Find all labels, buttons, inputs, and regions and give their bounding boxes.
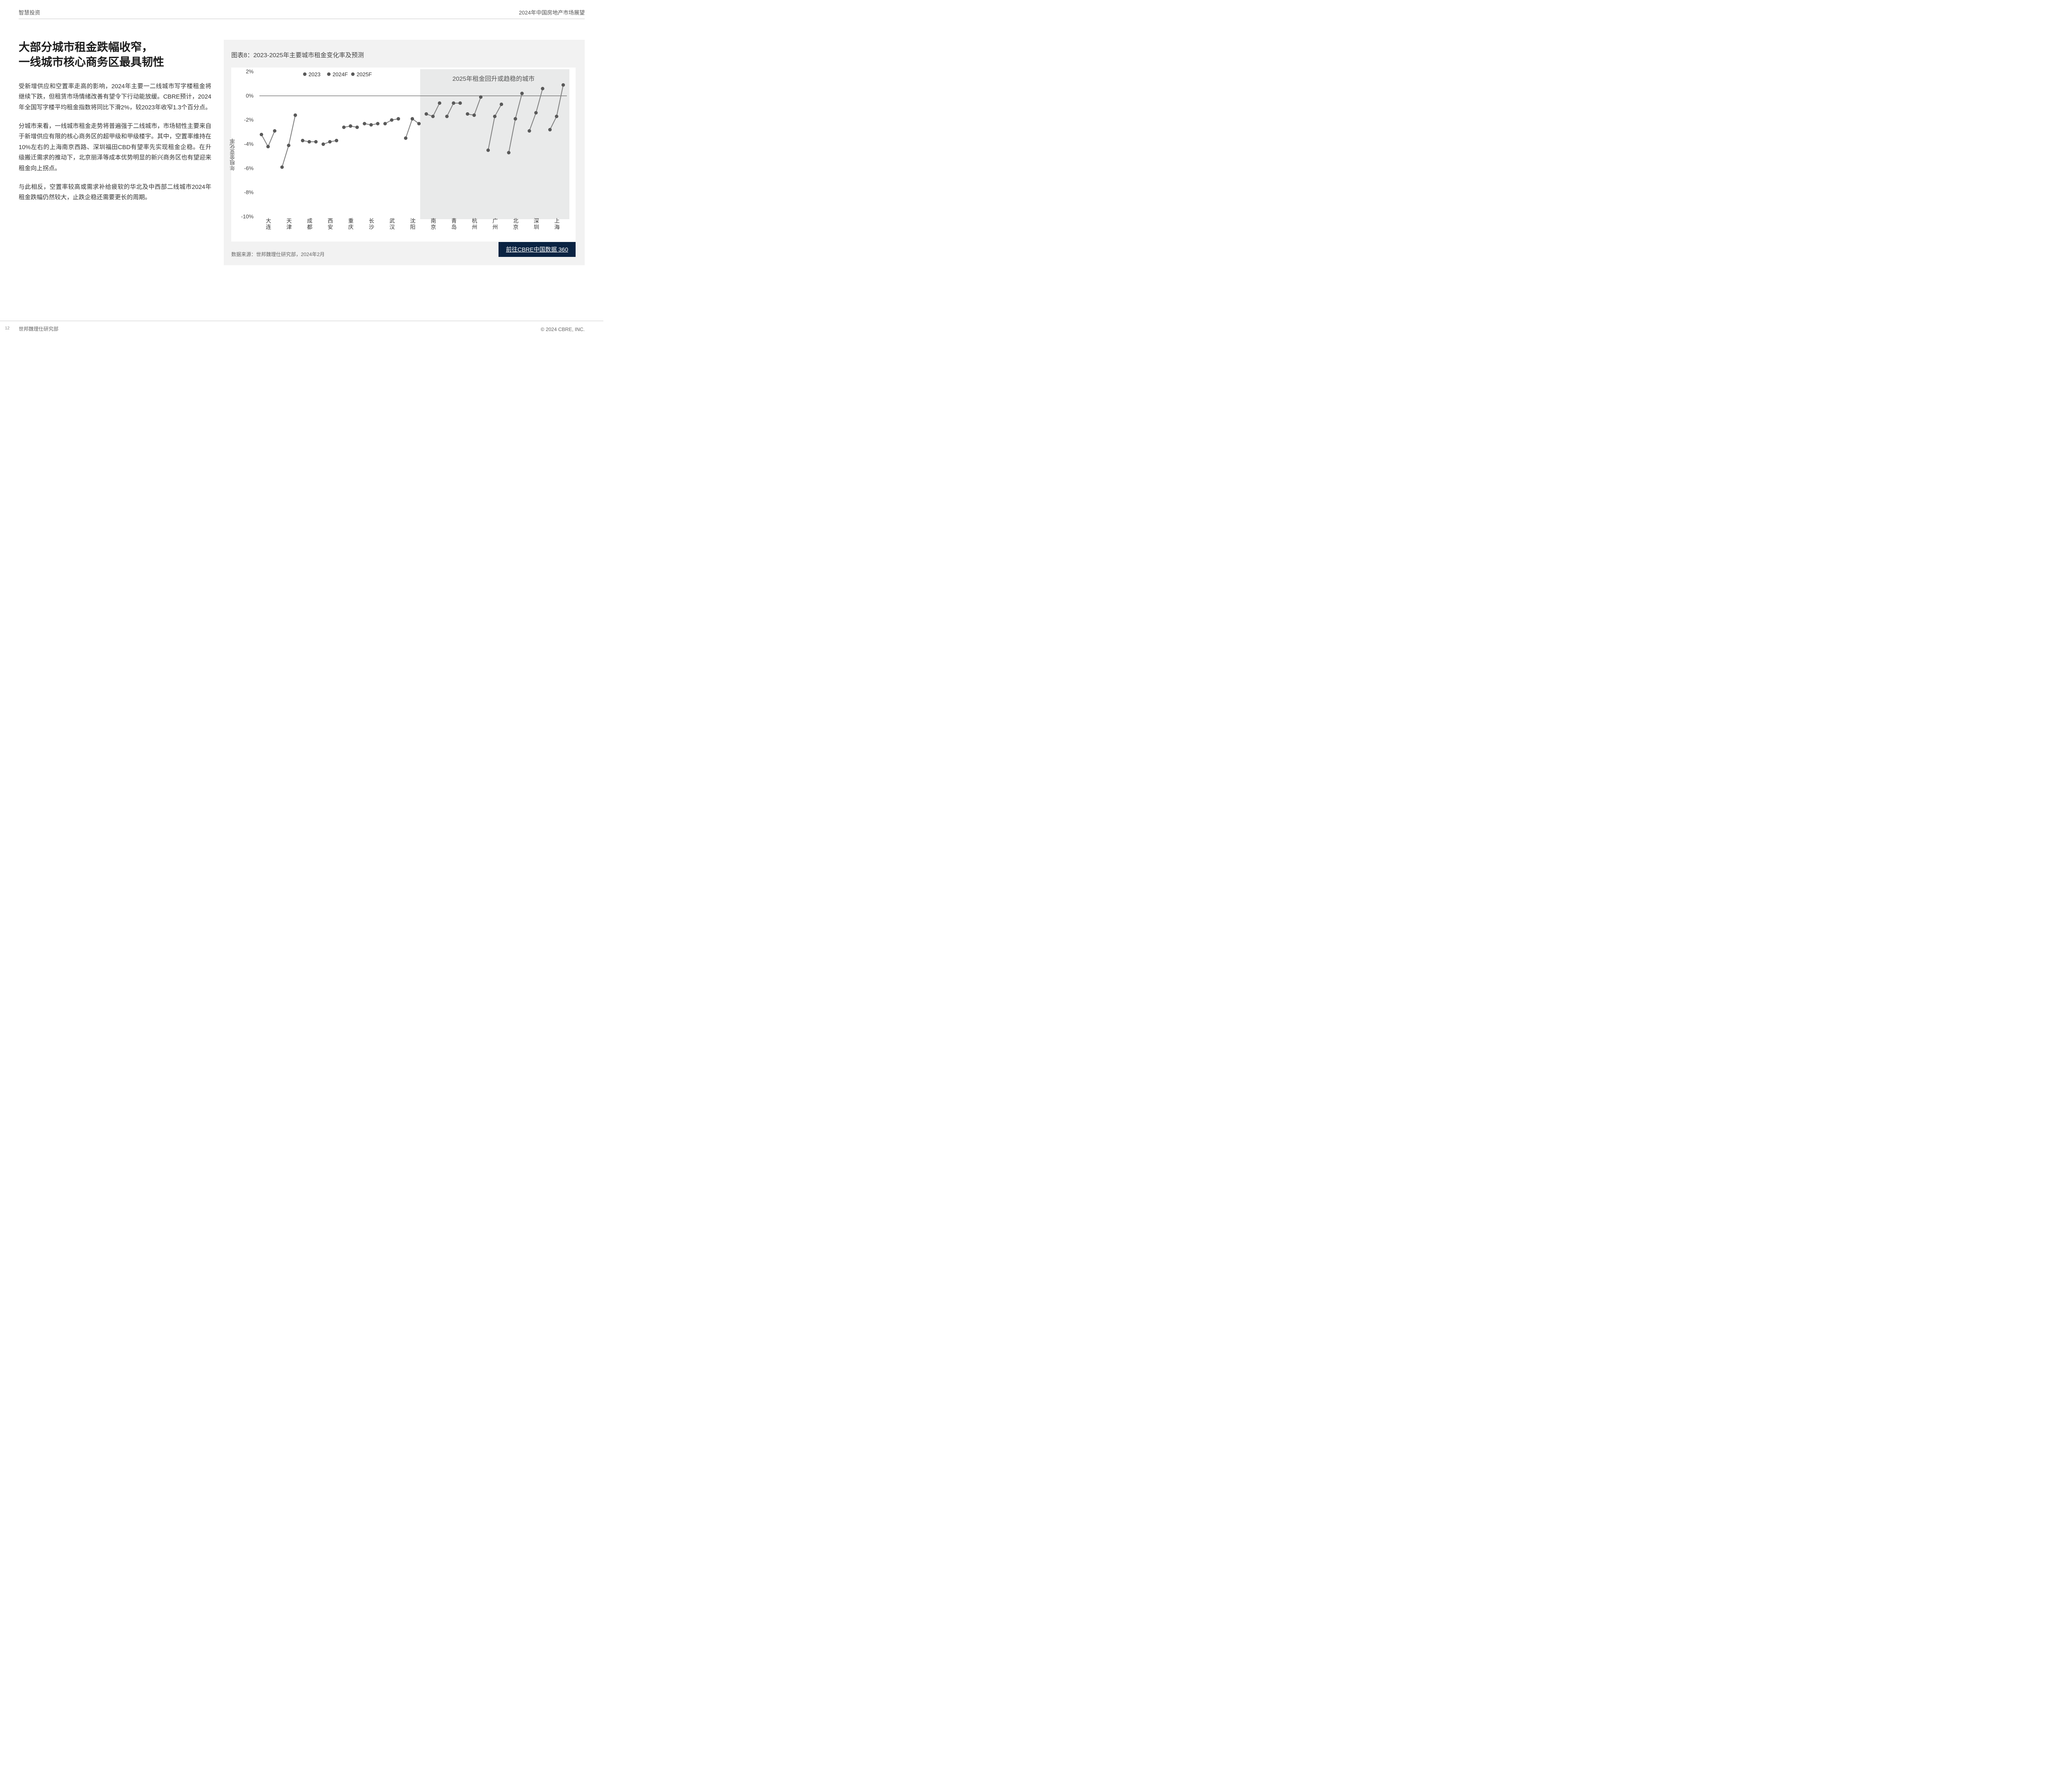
svg-text:-4%: -4% <box>244 141 254 147</box>
svg-text:北京: 北京 <box>512 218 518 230</box>
svg-text:天津: 天津 <box>286 218 292 230</box>
svg-text:武汉: 武汉 <box>389 218 395 230</box>
svg-text:西安: 西安 <box>327 218 333 230</box>
svg-text:2023: 2023 <box>308 71 320 77</box>
chart-panel: 图表8：2023-2025年主要城市租金变化率及预测 年租金变化率 2% 0% -2… <box>224 40 585 265</box>
chart-container: 年租金变化率 2% 0% -2% -4% -6% -8% -10% 2023 2024F 2025… <box>231 68 576 242</box>
svg-text:南京: 南京 <box>430 218 436 230</box>
svg-text:2025F: 2025F <box>356 71 372 77</box>
svg-text:青岛: 青岛 <box>450 218 457 230</box>
svg-text:-6%: -6% <box>244 165 254 171</box>
page-footer: 世邦魏理仕研究部 © 2024 CBRE, INC. <box>0 321 603 332</box>
text-column: 大部分城市租金跌幅收窄， 一线城市核心商务区最具韧性 受新增供应和空置率走高的影… <box>19 40 211 265</box>
paragraph-1: 受新增供应和空置率走高的影响，2024年主要一二线城市写字楼租金将继续下跌，但租… <box>19 82 211 113</box>
svg-text:杭州: 杭州 <box>471 218 477 230</box>
svg-text:2%: 2% <box>246 68 254 75</box>
title-line-2: 一线城市核心商务区最具韧性 <box>19 56 164 68</box>
header-left: 智慧投资 <box>19 8 40 16</box>
cta-link[interactable]: 前往CBRE中国数据 360 <box>499 242 576 257</box>
svg-text:成都: 成都 <box>306 218 312 230</box>
rent-change-chart: 2% 0% -2% -4% -6% -8% -10% 2023 2024F 2025F 2025年租… <box>231 68 571 242</box>
svg-text:广州: 广州 <box>491 218 498 230</box>
paragraph-2: 分城市来看，一线城市租金走势将普遍强于二线城市，市场韧性主要来自于新增供应有限的… <box>19 121 211 174</box>
y-axis-label: 年租金变化率 <box>229 138 237 171</box>
svg-text:-10%: -10% <box>241 213 254 220</box>
svg-text:深圳: 深圳 <box>533 218 539 230</box>
svg-text:-2%: -2% <box>244 117 254 123</box>
svg-text:重庆: 重庆 <box>347 218 353 230</box>
footer-left: 世邦魏理仕研究部 <box>19 325 58 332</box>
svg-text:-8%: -8% <box>244 189 254 196</box>
page-title: 大部分城市租金跌幅收窄， 一线城市核心商务区最具韧性 <box>19 40 211 70</box>
svg-text:2024F: 2024F <box>332 71 348 77</box>
paragraph-3: 与此相反，空置率较高或需求补给疲软的华北及中西部二线城市2024年租金跌幅仍然较… <box>19 182 211 203</box>
page-header: 智慧投资 2024年中国房地产市场展望 <box>19 8 585 19</box>
svg-text:大连: 大连 <box>265 218 271 230</box>
svg-text:沈阳: 沈阳 <box>409 218 416 230</box>
header-right: 2024年中国房地产市场展望 <box>519 8 585 16</box>
title-line-1: 大部分城市租金跌幅收窄， <box>19 41 153 53</box>
svg-text:上海: 上海 <box>554 218 560 230</box>
footer-right: © 2024 CBRE, INC. <box>541 327 585 332</box>
svg-text:0%: 0% <box>246 92 254 99</box>
svg-text:长沙: 长沙 <box>368 218 374 230</box>
svg-text:2025年租金回升或趋稳的城市: 2025年租金回升或趋稳的城市 <box>453 75 535 82</box>
chart-title: 图表8：2023-2025年主要城市租金变化率及预测 <box>231 51 576 59</box>
